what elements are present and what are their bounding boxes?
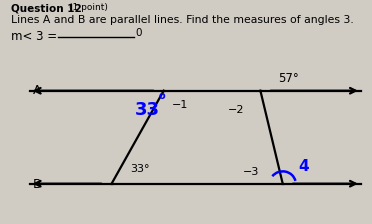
Text: B: B (33, 178, 42, 191)
Text: 4: 4 (298, 159, 308, 174)
Text: m< 3 =: m< 3 = (11, 30, 61, 43)
Text: Lines A and B are parallel lines. Find the measures of angles 3.: Lines A and B are parallel lines. Find t… (11, 15, 354, 25)
Text: o: o (158, 91, 165, 101)
Text: (1 point): (1 point) (69, 3, 108, 12)
Text: −1: −1 (172, 100, 189, 110)
Text: A: A (33, 84, 41, 97)
Text: 57°: 57° (278, 72, 299, 85)
Text: −3: −3 (243, 168, 259, 177)
Text: −2: −2 (228, 105, 244, 115)
Text: 33: 33 (134, 101, 160, 119)
Text: 33°: 33° (130, 164, 149, 174)
Text: Question 12: Question 12 (11, 3, 86, 13)
Text: 0: 0 (136, 28, 142, 38)
